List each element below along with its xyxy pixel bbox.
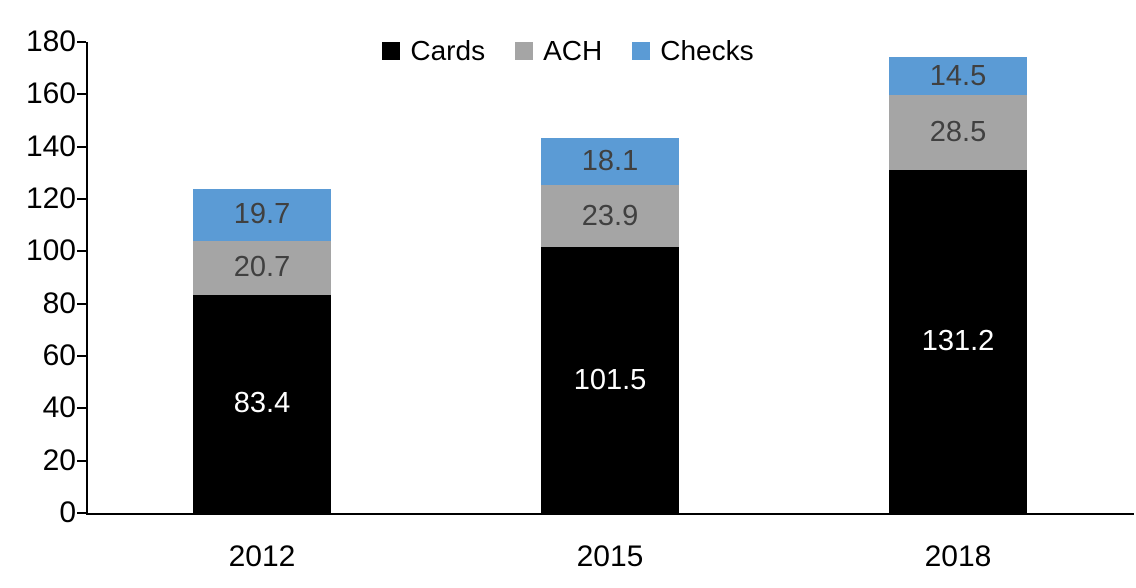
bar-value-label: 101.5 — [573, 363, 647, 396]
y-axis-tick — [77, 145, 86, 148]
chart-legend: Cards ACH Checks — [0, 34, 1136, 68]
legend-item-cards: Cards — [382, 35, 485, 67]
bar-segment-cards: 101.5 — [541, 247, 679, 513]
y-axis-tick-label: 140 — [25, 129, 76, 163]
legend-label: Cards — [410, 35, 486, 66]
legend-swatch-icon — [382, 42, 401, 60]
y-axis-tick-label: 60 — [42, 339, 76, 372]
bar-segment-cards: 83.4 — [193, 294, 331, 513]
y-axis-tick — [77, 198, 86, 200]
x-axis-label: 2015 — [576, 540, 644, 573]
y-axis-tick — [77, 355, 86, 357]
y-axis-tick — [77, 41, 86, 43]
y-axis-tick — [77, 407, 86, 410]
bar-value-label: 83.4 — [233, 387, 291, 420]
y-axis-tick-label: 100 — [25, 234, 76, 268]
bar-segment-checks: 18.1 — [541, 137, 679, 185]
y-axis-tick — [77, 302, 86, 305]
bar-value-label: 23.9 — [581, 199, 639, 232]
legend-label: ACH — [543, 35, 603, 66]
bar-value-label: 14.5 — [929, 59, 987, 92]
y-axis-tick-label: 20 — [42, 443, 76, 477]
x-axis-label: 2018 — [924, 540, 992, 573]
y-axis-tick — [77, 512, 86, 514]
legend-item-checks: Checks — [632, 35, 754, 67]
legend-item-ach: ACH — [515, 35, 602, 67]
y-axis-tick — [77, 93, 86, 96]
plot-area — [86, 42, 1134, 515]
bar-value-label: 28.5 — [929, 115, 987, 148]
bar-segment-cards: 131.2 — [889, 169, 1027, 513]
y-axis-tick-label: 120 — [25, 182, 76, 215]
bar-value-label: 18.1 — [581, 144, 639, 177]
y-axis-tick — [77, 250, 86, 253]
bar-segment-checks: 14.5 — [889, 57, 1027, 96]
legend-swatch-icon — [632, 42, 651, 60]
y-axis-tick-label: 40 — [42, 391, 76, 425]
legend-swatch-icon — [515, 42, 534, 60]
bar-value-label: 20.7 — [233, 251, 291, 284]
y-axis-tick-label: 180 — [25, 25, 76, 58]
y-axis-tick-label: 160 — [25, 77, 76, 111]
bar-segment-ach: 28.5 — [889, 95, 1027, 170]
bar-value-label: 131.2 — [921, 324, 995, 357]
bar-segment-ach: 23.9 — [541, 184, 679, 248]
y-axis-tick-label: 0 — [59, 496, 76, 529]
x-axis-label: 2012 — [228, 540, 296, 573]
y-axis-tick-label: 80 — [42, 286, 76, 320]
legend-label: Checks — [660, 35, 754, 66]
bar-segment-ach: 20.7 — [193, 240, 331, 295]
y-axis-tick — [77, 459, 86, 462]
bar-segment-checks: 19.7 — [193, 189, 331, 241]
bar-value-label: 19.7 — [233, 198, 291, 231]
